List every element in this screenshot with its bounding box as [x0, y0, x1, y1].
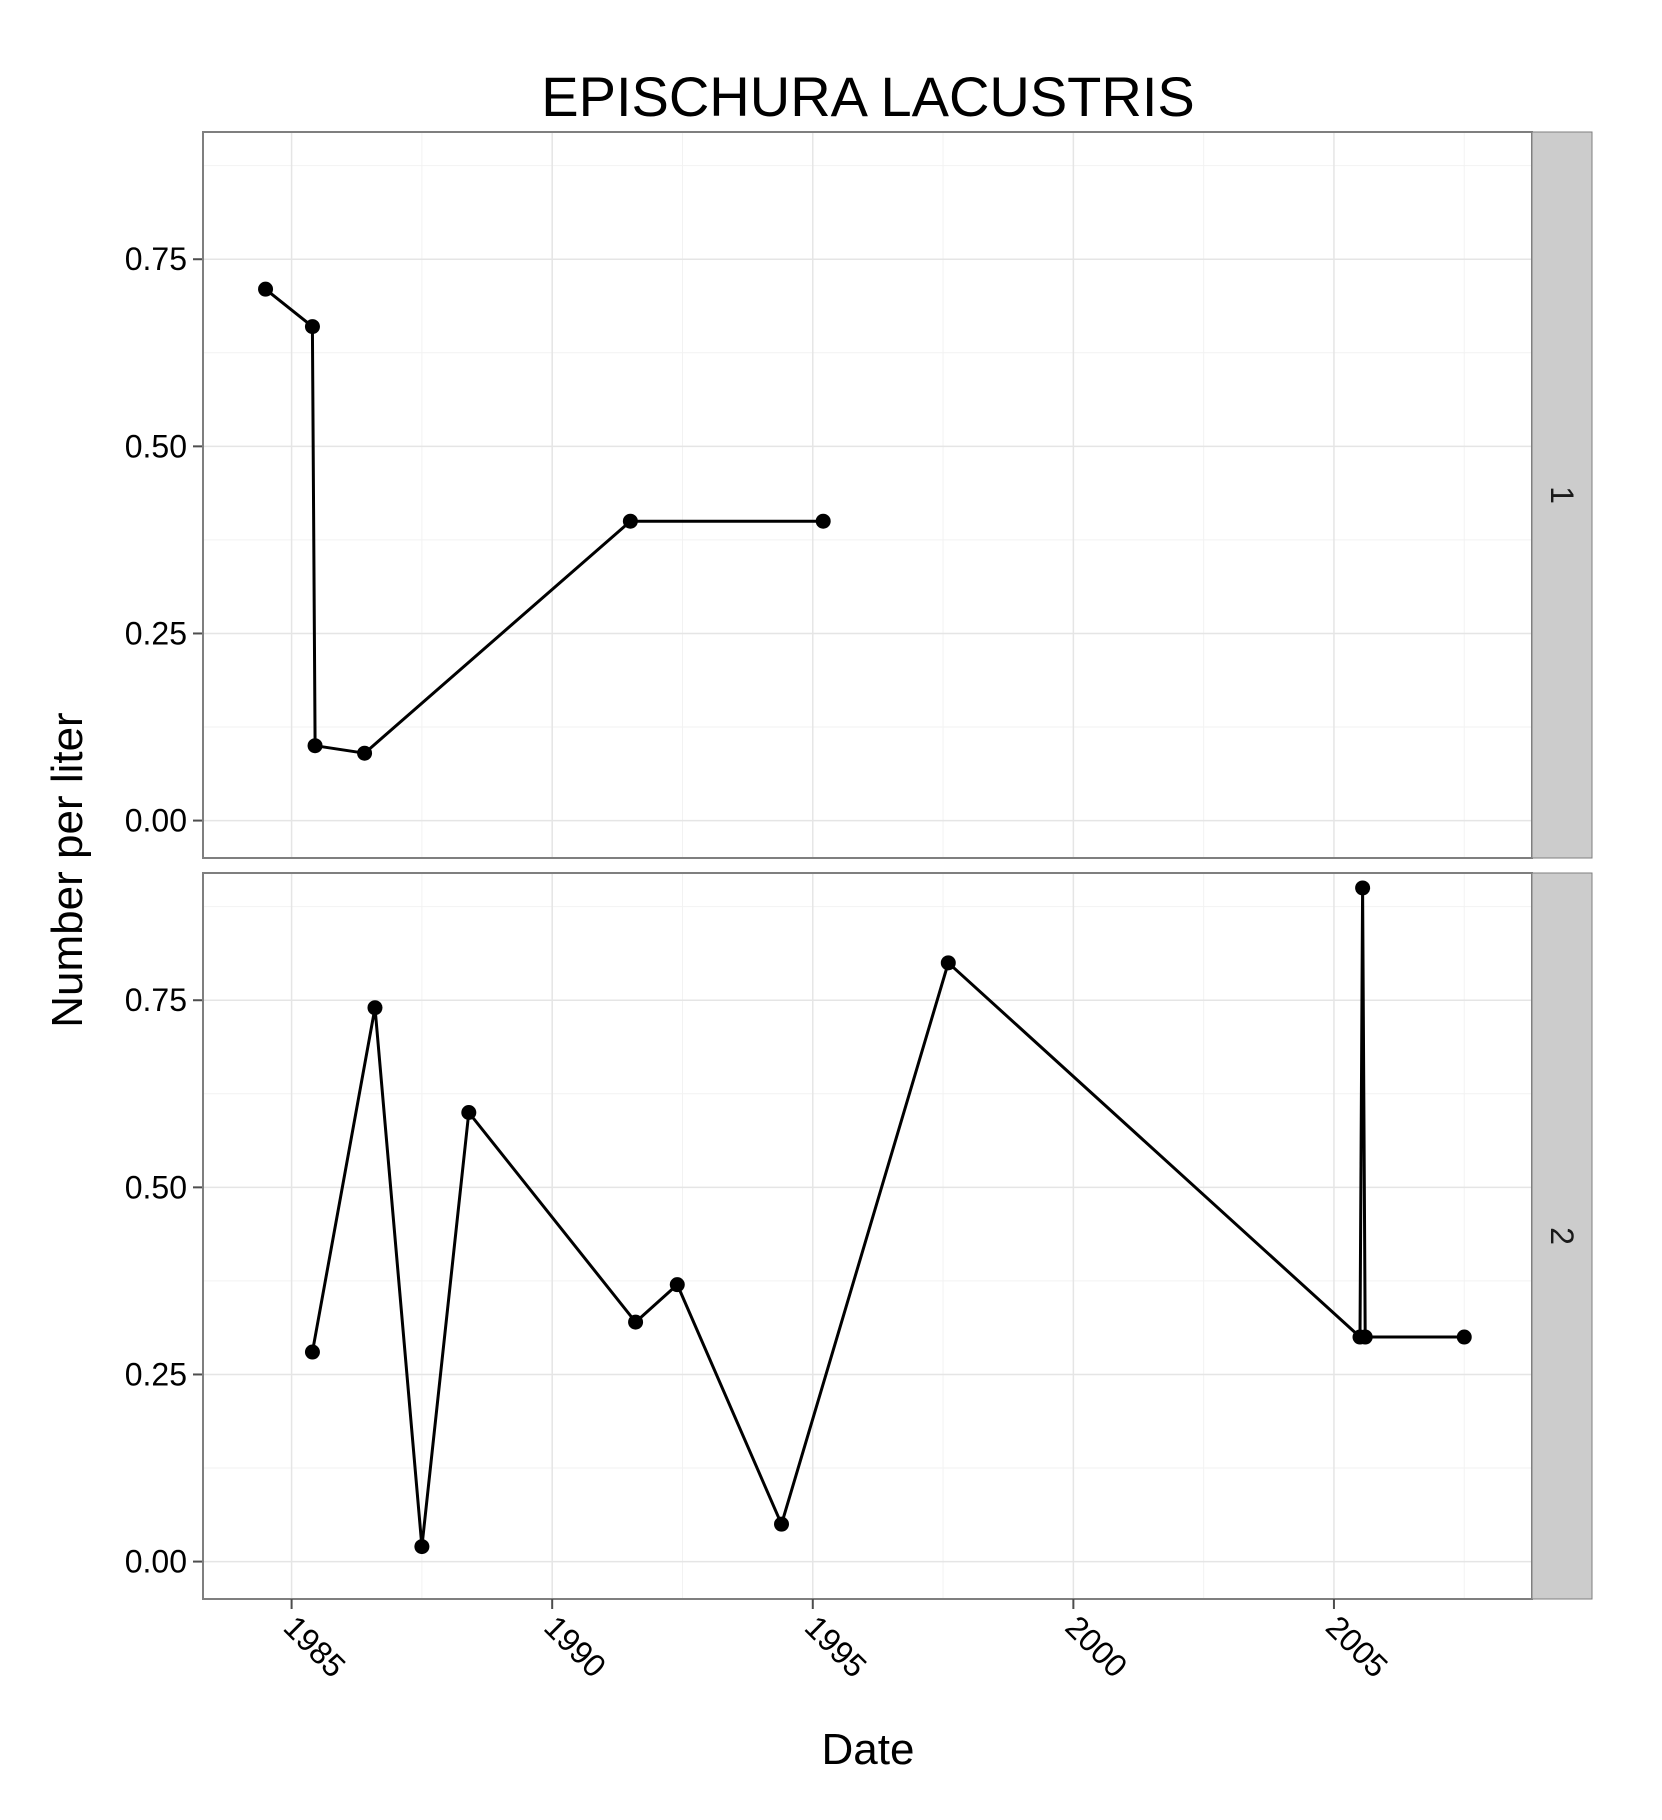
data-point [304, 319, 320, 335]
panel-1: 0.00 0.25 0.50 0.75 1 [125, 131, 1593, 859]
data-point [622, 513, 638, 529]
y-tick-label: 0.50 [125, 428, 187, 464]
panels: 0.00 0.25 0.50 0.75 1 0.00 0.25 0.50 0.75 2 [125, 131, 1593, 1600]
panel-background [203, 132, 1532, 858]
data-point [1357, 1329, 1373, 1345]
facet-strip-label: 1 [1544, 486, 1580, 504]
y-tick-label: 0.75 [125, 241, 187, 277]
data-point [357, 745, 373, 761]
y-tick-label: 0.75 [125, 982, 187, 1018]
panel-2: 0.00 0.25 0.50 0.75 2 [125, 872, 1593, 1600]
data-point [628, 1314, 644, 1330]
data-point [258, 281, 274, 297]
facet-strip [1531, 131, 1593, 859]
data-point [414, 1539, 430, 1555]
data-point [774, 1516, 790, 1532]
y-axis-title: Number per liter [43, 712, 92, 1027]
data-point [461, 1105, 477, 1121]
data-point [307, 738, 323, 754]
series-line [310, 886, 1465, 1549]
data-point [815, 513, 831, 529]
x-axis-title: Date [822, 1725, 915, 1774]
data-point [669, 1277, 685, 1293]
facet-strip [1531, 872, 1593, 1600]
y-tick-label: 0.50 [125, 1169, 187, 1205]
data-point [367, 1000, 383, 1016]
series-line [264, 288, 824, 755]
data-point [304, 1344, 320, 1360]
data-point [1456, 1329, 1472, 1345]
y-tick-label: 0.00 [125, 1544, 187, 1580]
y-tick-label: 0.00 [125, 803, 187, 839]
data-point [1355, 880, 1371, 896]
y-tick-label: 0.25 [125, 1356, 187, 1392]
data-point [940, 955, 956, 971]
chart-title: EPISCHURA LACUSTRIS [541, 65, 1195, 128]
y-tick-label: 0.25 [125, 615, 187, 651]
facet-strip-label: 2 [1544, 1227, 1580, 1245]
